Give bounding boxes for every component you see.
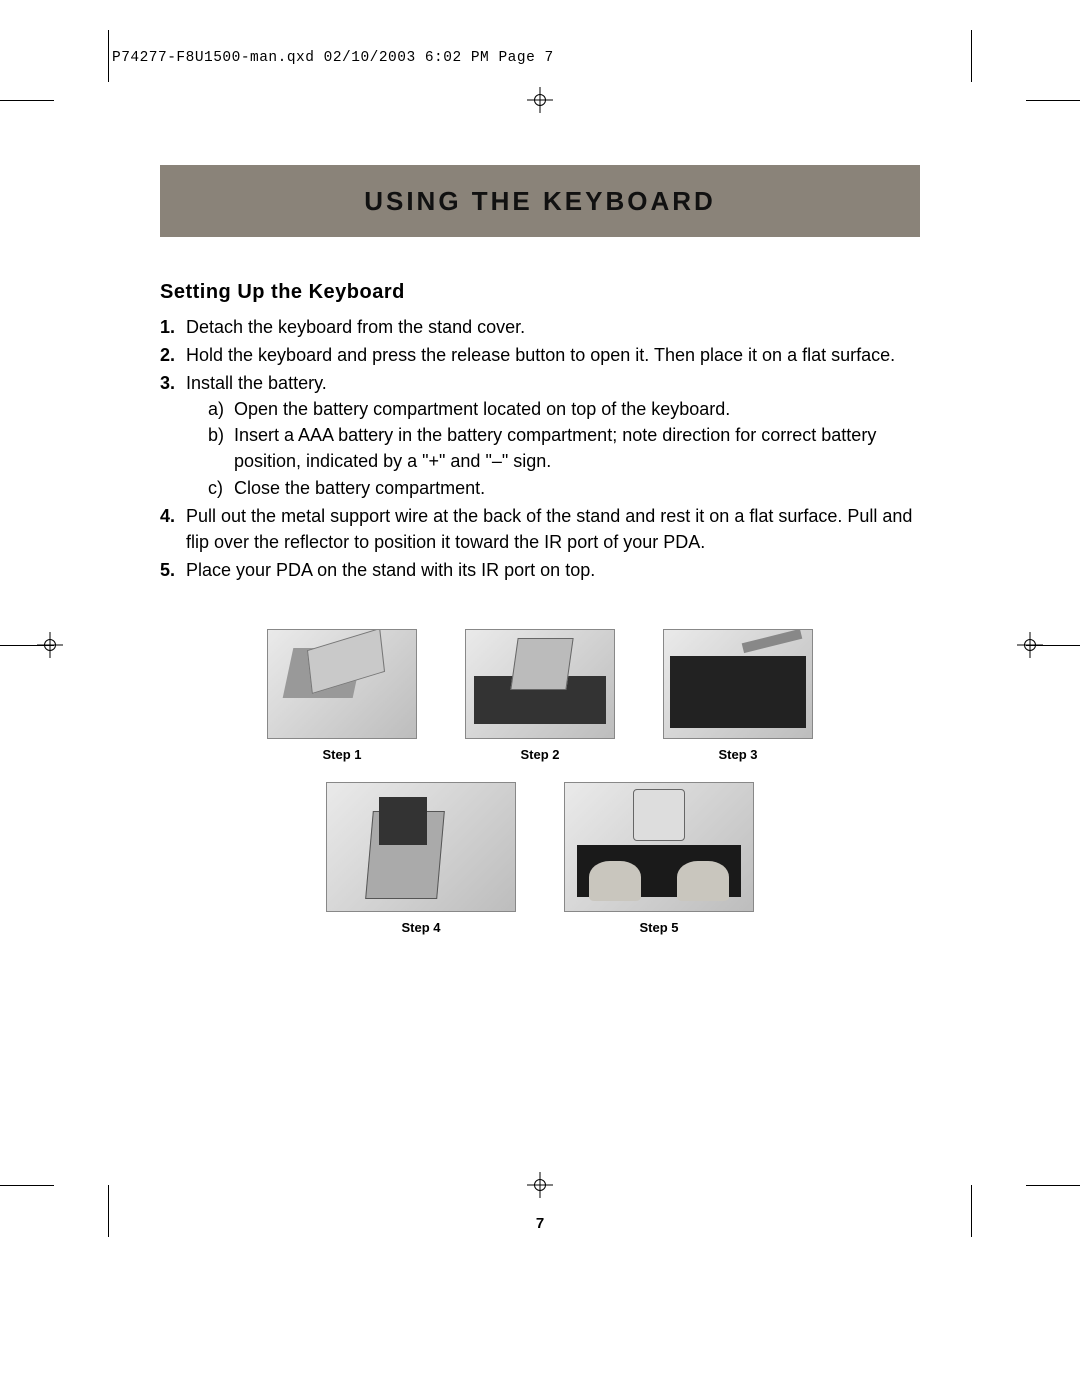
step-number: 4. [160, 503, 175, 529]
crop-marks-top [0, 80, 1080, 120]
step-item: 2. Hold the keyboard and press the relea… [160, 342, 920, 368]
substep-list: a) Open the battery compartment located … [186, 396, 920, 500]
figure-thumbnail [326, 782, 516, 912]
step-number: 5. [160, 557, 175, 583]
substep-text: Insert a AAA battery in the battery comp… [234, 425, 876, 471]
crop-marks-bottom [0, 1165, 1080, 1205]
registration-mark-icon [527, 87, 553, 113]
substep-letter: b) [208, 422, 224, 448]
section-banner: USING THE KEYBOARD [160, 165, 920, 237]
section-heading: Setting Up the Keyboard [160, 281, 920, 304]
figure: Step 2 [465, 629, 615, 762]
figure-thumbnail [465, 629, 615, 739]
figure-thumbnail [267, 629, 417, 739]
step-text: Place your PDA on the stand with its IR … [186, 560, 595, 580]
figure: Step 1 [267, 629, 417, 762]
registration-mark-icon [37, 632, 63, 658]
figure: Step 4 [326, 782, 516, 935]
step-text: Pull out the metal support wire at the b… [186, 506, 912, 552]
crop-tick [108, 30, 109, 82]
step-number: 1. [160, 314, 175, 340]
step-text: Detach the keyboard from the stand cover… [186, 317, 525, 337]
prepress-header-line: P74277-F8U1500-man.qxd 02/10/2003 6:02 P… [112, 50, 554, 66]
registration-mark-icon [1017, 632, 1043, 658]
step-item: 3. Install the battery. a) Open the batt… [160, 370, 920, 500]
figure-caption: Step 3 [718, 747, 757, 762]
substep-item: a) Open the battery compartment located … [208, 396, 920, 422]
step-item: 5. Place your PDA on the stand with its … [160, 557, 920, 583]
substep-item: c) Close the battery compartment. [208, 475, 920, 501]
figure: Step 5 [564, 782, 754, 935]
crop-tick [108, 1185, 109, 1237]
step-text: Hold the keyboard and press the release … [186, 345, 895, 365]
figure-thumbnail [564, 782, 754, 912]
figure-gallery: Step 1 Step 2 Step 3 Step 4 Step 5 [160, 629, 920, 935]
banner-title: USING THE KEYBOARD [364, 186, 716, 217]
substep-letter: a) [208, 396, 224, 422]
instruction-list: 1. Detach the keyboard from the stand co… [160, 314, 920, 583]
page-number: 7 [160, 1215, 920, 1232]
step-number: 3. [160, 370, 175, 396]
substep-item: b) Insert a AAA battery in the battery c… [208, 422, 920, 474]
figure-row: Step 4 Step 5 [326, 782, 754, 935]
page-content: USING THE KEYBOARD Setting Up the Keyboa… [160, 165, 920, 935]
figure-caption: Step 1 [322, 747, 361, 762]
registration-mark-icon [527, 1172, 553, 1198]
step-item: 1. Detach the keyboard from the stand co… [160, 314, 920, 340]
crop-tick [971, 1185, 972, 1237]
figure-caption: Step 4 [401, 920, 440, 935]
step-text: Install the battery. [186, 373, 327, 393]
figure: Step 3 [663, 629, 813, 762]
figure-caption: Step 5 [639, 920, 678, 935]
substep-letter: c) [208, 475, 223, 501]
substep-text: Open the battery compartment located on … [234, 399, 730, 419]
figure-thumbnail [663, 629, 813, 739]
step-number: 2. [160, 342, 175, 368]
substep-text: Close the battery compartment. [234, 478, 485, 498]
step-item: 4. Pull out the metal support wire at th… [160, 503, 920, 555]
figure-caption: Step 2 [520, 747, 559, 762]
crop-tick [971, 30, 972, 82]
figure-row: Step 1 Step 2 Step 3 [267, 629, 813, 762]
